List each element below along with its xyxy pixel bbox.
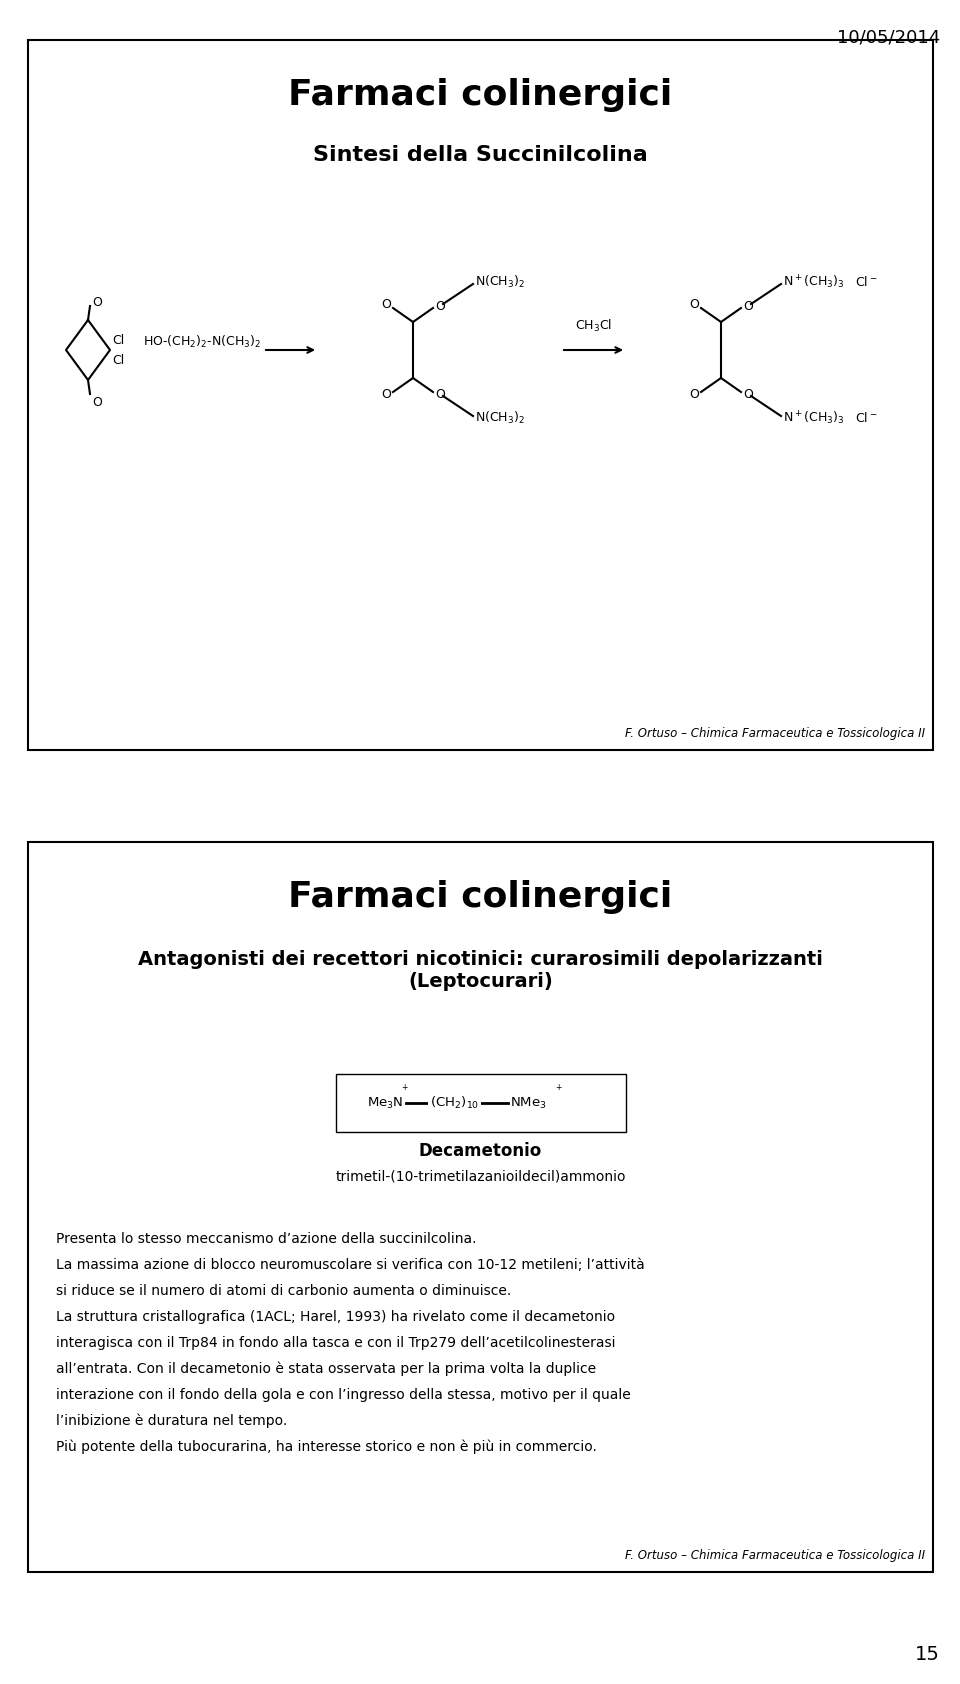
Text: Sintesi della Succinilcolina: Sintesi della Succinilcolina — [313, 145, 648, 165]
Text: HO-(CH$_2$)$_2$-N(CH$_3$)$_2$: HO-(CH$_2$)$_2$-N(CH$_3$)$_2$ — [143, 333, 261, 350]
Text: O: O — [381, 389, 391, 401]
Text: Farmaci colinergici: Farmaci colinergici — [288, 77, 673, 113]
Text: $^+$: $^+$ — [554, 1083, 563, 1093]
Text: Cl: Cl — [112, 354, 124, 367]
Text: all’entrata. Con il decametonio è stata osservata per la prima volta la duplice: all’entrata. Con il decametonio è stata … — [56, 1362, 596, 1376]
Text: l’inibizione è duratura nel tempo.: l’inibizione è duratura nel tempo. — [56, 1415, 287, 1428]
Text: NMe$_3$: NMe$_3$ — [510, 1096, 546, 1110]
Text: Presenta lo stesso meccanismo d’azione della succinilcolina.: Presenta lo stesso meccanismo d’azione d… — [56, 1233, 476, 1246]
Text: O: O — [435, 300, 444, 313]
Text: O: O — [92, 295, 102, 308]
Text: 10/05/2014: 10/05/2014 — [837, 29, 940, 47]
Text: 15: 15 — [915, 1645, 940, 1664]
Text: Antagonisti dei recettori nicotinici: curarosimili depolarizzanti
(Leptocurari): Antagonisti dei recettori nicotinici: cu… — [138, 950, 823, 990]
Text: Farmaci colinergici: Farmaci colinergici — [288, 881, 673, 914]
Text: La struttura cristallografica (1ACL; Harel, 1993) ha rivelato come il decametoni: La struttura cristallografica (1ACL; Har… — [56, 1310, 615, 1324]
Text: N(CH$_3$)$_2$: N(CH$_3$)$_2$ — [475, 409, 525, 426]
Text: O: O — [381, 298, 391, 312]
Text: O: O — [743, 387, 753, 401]
Text: La massima azione di blocco neuromuscolare si verifica con 10-12 metileni; l’att: La massima azione di blocco neuromuscola… — [56, 1258, 645, 1271]
Text: N(CH$_3$)$_2$: N(CH$_3$)$_2$ — [475, 274, 525, 290]
Text: F. Ortuso – Chimica Farmaceutica e Tossicologica II: F. Ortuso – Chimica Farmaceutica e Tossi… — [625, 1549, 925, 1563]
Text: O: O — [689, 389, 699, 401]
Text: O: O — [435, 387, 444, 401]
Text: Decametonio: Decametonio — [419, 1142, 542, 1160]
Text: O: O — [92, 396, 102, 409]
Text: Più potente della tubocurarina, ha interesse storico e non è più in commercio.: Più potente della tubocurarina, ha inter… — [56, 1440, 597, 1455]
Text: interagisca con il Trp84 in fondo alla tasca e con il Trp279 dell’acetilcolinest: interagisca con il Trp84 in fondo alla t… — [56, 1335, 615, 1351]
Bar — [335, 1074, 626, 1132]
Text: Cl: Cl — [112, 333, 124, 347]
Text: N$^+$(CH$_3$)$_3$: N$^+$(CH$_3$)$_3$ — [783, 273, 845, 291]
Text: Cl$^-$: Cl$^-$ — [855, 411, 877, 424]
Text: $^+$: $^+$ — [399, 1083, 409, 1093]
Text: trimetil-(10-trimetilazanioildecil)ammonio: trimetil-(10-trimetilazanioildecil)ammon… — [335, 1170, 626, 1184]
Text: (CH$_2$)$_{10}$: (CH$_2$)$_{10}$ — [430, 1095, 479, 1111]
Text: interazione con il fondo della gola e con l’ingresso della stessa, motivo per il: interazione con il fondo della gola e co… — [56, 1388, 631, 1403]
Text: F. Ortuso – Chimica Farmaceutica e Tossicologica II: F. Ortuso – Chimica Farmaceutica e Tossi… — [625, 727, 925, 739]
Text: Me$_3$N: Me$_3$N — [367, 1096, 403, 1110]
Text: O: O — [689, 298, 699, 312]
Text: Cl$^-$: Cl$^-$ — [855, 274, 877, 290]
Text: si riduce se il numero di atomi di carbonio aumenta o diminuisce.: si riduce se il numero di atomi di carbo… — [56, 1283, 512, 1298]
Text: O: O — [743, 300, 753, 313]
Bar — [28, 842, 933, 1571]
Text: CH$_3$Cl: CH$_3$Cl — [575, 318, 612, 333]
Bar — [28, 40, 933, 749]
Text: N$^+$(CH$_3$)$_3$: N$^+$(CH$_3$)$_3$ — [783, 409, 845, 426]
